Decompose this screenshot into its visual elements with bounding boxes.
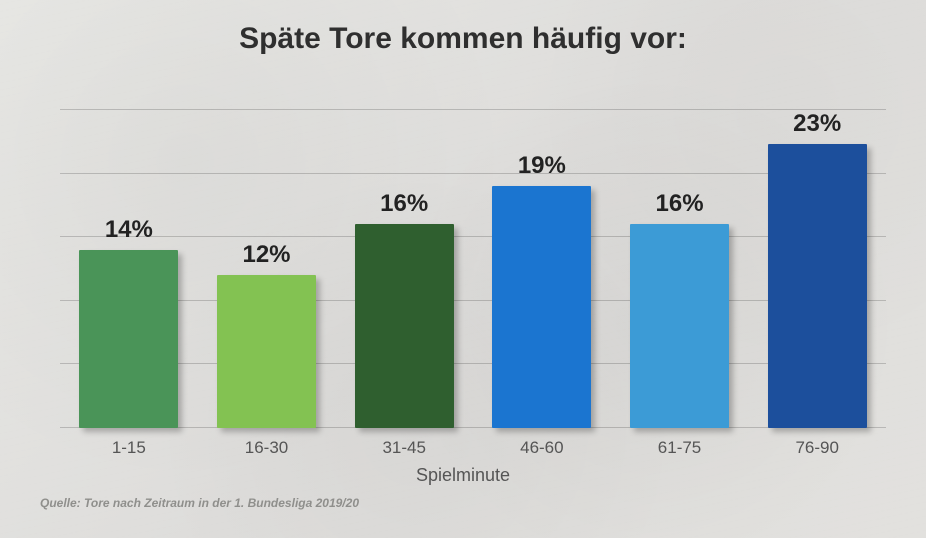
bar <box>492 186 591 428</box>
bar-slot: 16% <box>335 110 473 428</box>
bar-value-label: 23% <box>793 110 841 138</box>
x-axis-category: 31-45 <box>335 438 473 458</box>
bar-chart: 14% 12% 16% 19% 16% 23% <box>60 110 886 428</box>
bar-value-label: 19% <box>518 152 566 180</box>
bar <box>355 224 454 428</box>
bar <box>79 250 178 428</box>
bar-value-label: 16% <box>656 190 704 218</box>
bar-slot: 14% <box>60 110 198 428</box>
bar <box>768 144 867 428</box>
x-axis-category: 16-30 <box>198 438 336 458</box>
bar-slot: 16% <box>611 110 749 428</box>
x-axis-category: 1-15 <box>60 438 198 458</box>
bar <box>630 224 729 428</box>
bar-value-label: 12% <box>242 241 290 269</box>
x-axis-category: 46-60 <box>473 438 611 458</box>
bar-value-label: 16% <box>380 190 428 218</box>
source-caption: Quelle: Tore nach Zeitraum in der 1. Bun… <box>40 496 359 510</box>
bar-slot: 23% <box>748 110 886 428</box>
x-axis-labels: 1-1516-3031-4546-6061-7576-90 <box>60 438 886 458</box>
bar <box>217 275 316 428</box>
bar-slot: 19% <box>473 110 611 428</box>
chart-title: Späte Tore kommen häufig vor: <box>0 22 926 56</box>
bar-value-label: 14% <box>105 216 153 244</box>
x-axis-category: 61-75 <box>611 438 749 458</box>
bars-container: 14% 12% 16% 19% 16% 23% <box>60 110 886 428</box>
x-axis-category: 76-90 <box>748 438 886 458</box>
x-axis-title: Spielminute <box>0 465 926 486</box>
bar-slot: 12% <box>198 110 336 428</box>
